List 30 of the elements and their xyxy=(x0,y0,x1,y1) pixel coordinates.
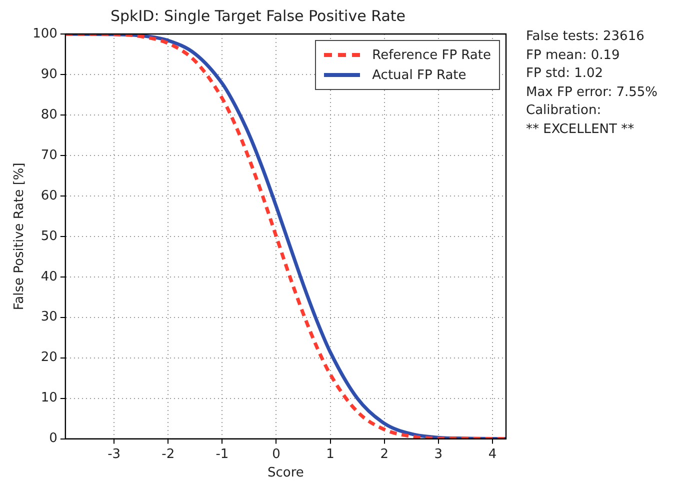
y-tick-label: 80 xyxy=(40,107,58,122)
x-tick-label: -2 xyxy=(162,446,175,462)
y-tick-label: 10 xyxy=(40,390,58,406)
text: FP std: 1.02 xyxy=(526,65,604,83)
text: Calibration: xyxy=(526,102,602,120)
y-tick-label: 100 xyxy=(32,26,58,42)
x-axis-title: Score xyxy=(267,466,304,481)
chart-title: SpkID: Single Target False Positive Rate xyxy=(110,6,406,25)
x-tick-label: 3 xyxy=(434,446,443,462)
y-tick-label: 0 xyxy=(49,431,58,446)
y-tick-label: 90 xyxy=(40,66,58,82)
legend-label: Reference FP Rate xyxy=(372,48,491,62)
y-tick-label: 50 xyxy=(40,228,58,244)
text: False tests: 23616 xyxy=(526,28,646,46)
legend-label: Actual FP Rate xyxy=(372,68,466,82)
text: ** EXCELLENT ** xyxy=(526,120,636,138)
y-tick-label: 60 xyxy=(40,188,58,204)
y-tick-label: 20 xyxy=(40,350,58,366)
x-tick-label: 2 xyxy=(380,446,389,462)
y-tick-label: 40 xyxy=(40,269,58,284)
x-tick-label: 4 xyxy=(488,446,497,462)
x-tick-label: -1 xyxy=(216,446,229,462)
x-tick-label: -3 xyxy=(108,446,121,462)
text: FP mean: 0.19 xyxy=(526,46,621,64)
text: Max FP error: 7.55% xyxy=(526,84,658,102)
y-tick-label: 30 xyxy=(40,310,58,325)
x-tick-label: 0 xyxy=(272,446,280,462)
y-axis-title: False Positive Rate [%] xyxy=(12,162,28,310)
y-tick-label: 70 xyxy=(40,148,58,163)
x-tick-label: 1 xyxy=(326,446,334,462)
